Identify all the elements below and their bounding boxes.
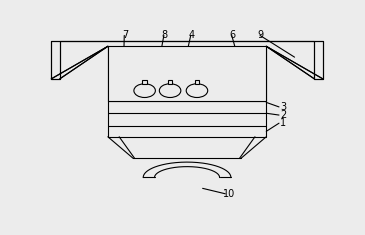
Bar [195, 80, 199, 84]
Text: 2: 2 [280, 110, 287, 120]
Text: 3: 3 [280, 102, 286, 112]
Text: 7: 7 [122, 30, 128, 39]
Text: 10: 10 [223, 189, 236, 199]
Polygon shape [51, 41, 108, 79]
Bar [117, 82, 122, 86]
Bar [142, 80, 147, 84]
Text: 8: 8 [161, 30, 168, 39]
Bar [247, 82, 253, 86]
Polygon shape [266, 41, 323, 79]
Bar [108, 46, 266, 101]
Bar [168, 80, 172, 84]
Text: 4: 4 [188, 30, 195, 39]
Bar [108, 101, 266, 137]
Text: 9: 9 [258, 30, 264, 39]
Text: 1: 1 [280, 118, 286, 128]
Text: 6: 6 [229, 30, 235, 39]
